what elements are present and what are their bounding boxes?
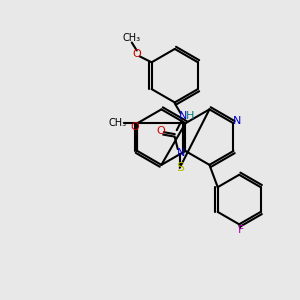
Text: CH₃: CH₃ (109, 118, 127, 128)
Text: O: O (132, 50, 141, 59)
Text: N: N (177, 148, 186, 158)
Text: CH₃: CH₃ (123, 33, 141, 43)
Text: N: N (178, 111, 187, 121)
Text: H: H (185, 111, 194, 121)
Text: O: O (130, 122, 139, 132)
Text: O: O (157, 126, 165, 136)
Text: F: F (238, 225, 244, 235)
Text: N: N (233, 116, 242, 126)
Text: S: S (176, 161, 184, 174)
